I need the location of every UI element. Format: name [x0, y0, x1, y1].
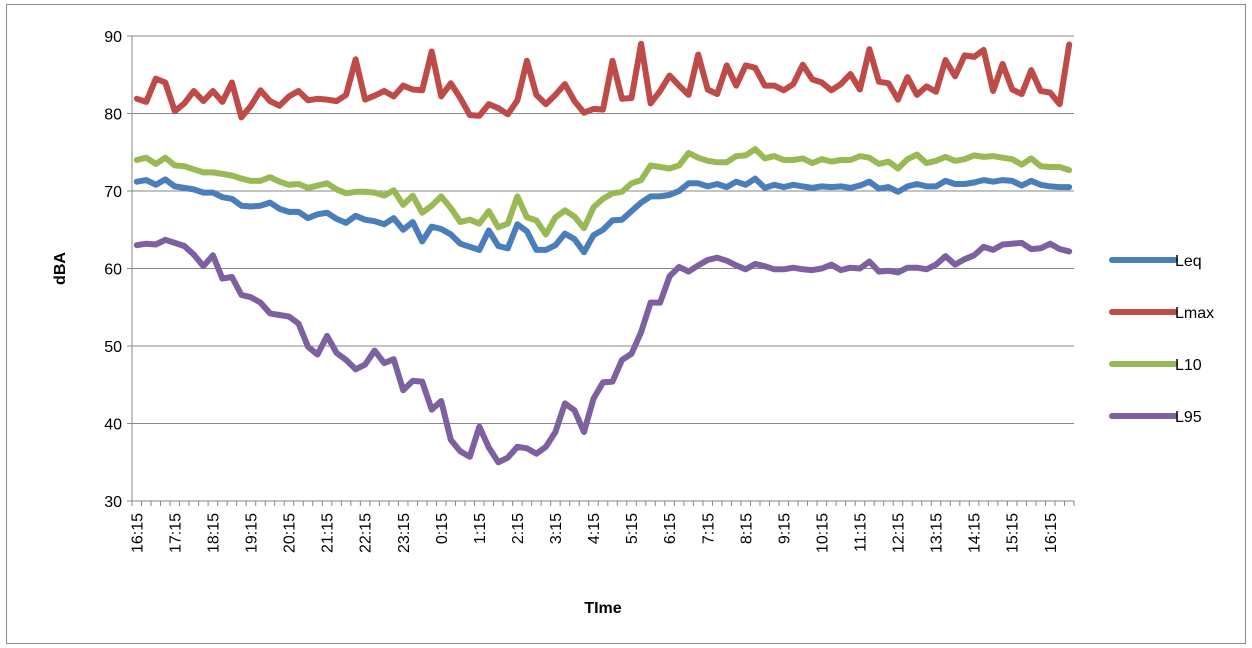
series-line-l10 [133, 146, 1073, 238]
x-tick-label: 16:15 [1043, 513, 1060, 553]
series-line-lmax [133, 40, 1073, 121]
y-tick-label: 60 [104, 262, 122, 279]
x-tick-label: 21:15 [320, 513, 337, 553]
y-tick-label: 70 [104, 184, 122, 201]
x-tick-label: 8:15 [738, 513, 755, 544]
x-tick-label: 6:15 [662, 513, 679, 544]
y-tick-label: 90 [104, 29, 122, 46]
y-tick-labels: 30 40 50 60 70 80 90 [104, 29, 122, 511]
line-chart: 30 40 50 60 70 80 90 16:15 17:15 18:15 19:15 20:15… [52, 29, 1214, 617]
y-tick-label: 40 [104, 417, 122, 434]
x-axis-title: TIme [584, 600, 621, 617]
x-tick-label: 12:15 [891, 513, 908, 553]
y-tick-label: 80 [104, 107, 122, 124]
x-tick-label: 4:15 [586, 513, 603, 544]
x-tick-label: 16:15 [129, 513, 146, 553]
series-lines [133, 40, 1073, 466]
x-tick-label: 17:15 [167, 513, 184, 553]
x-tick-label: 19:15 [244, 513, 261, 553]
x-tick-label: 13:15 [929, 513, 946, 553]
x-tick-label: 14:15 [967, 513, 984, 553]
x-tick-label: 23:15 [396, 513, 413, 553]
axes [127, 35, 1075, 506]
x-tick-label: 11:15 [853, 513, 870, 552]
y-tick-label: 50 [104, 339, 122, 356]
x-tick-label: 7:15 [700, 513, 717, 544]
series-line-l95 [133, 236, 1073, 466]
series-line-leq [133, 175, 1073, 256]
x-tick-label: 3:15 [548, 513, 565, 544]
x-tick-labels: 16:15 17:15 18:15 19:15 20:15 21:15 22:15 23:15… [129, 513, 1059, 553]
x-tick-label: 20:15 [282, 513, 299, 553]
x-tick-label: 5:15 [624, 513, 641, 544]
x-tick-label: 9:15 [776, 513, 793, 544]
legend-label-lmax: Lmax [1175, 305, 1214, 322]
chart-area: 30 40 50 60 70 80 90 16:15 17:15 18:15 19:15 20:15… [6, 4, 1246, 644]
x-tick-label: 10:15 [814, 513, 831, 553]
x-tick-label: 22:15 [358, 513, 375, 553]
x-tick-label: 1:15 [472, 513, 489, 544]
x-tick-label: 15:15 [1005, 513, 1022, 553]
legend-label-l95: L95 [1175, 409, 1202, 426]
x-tick-label: 18:15 [205, 513, 222, 553]
y-axis-title: dBA [52, 252, 69, 285]
legend-label-l10: L10 [1175, 357, 1202, 374]
legend: Leq Lmax L10 L95 [1109, 253, 1214, 426]
legend-label-leq: Leq [1175, 253, 1202, 270]
gridlines [132, 35, 1074, 424]
x-tick-label: 0:15 [434, 513, 451, 544]
y-tick-label: 30 [104, 494, 122, 511]
x-tick-label: 2:15 [510, 513, 527, 544]
